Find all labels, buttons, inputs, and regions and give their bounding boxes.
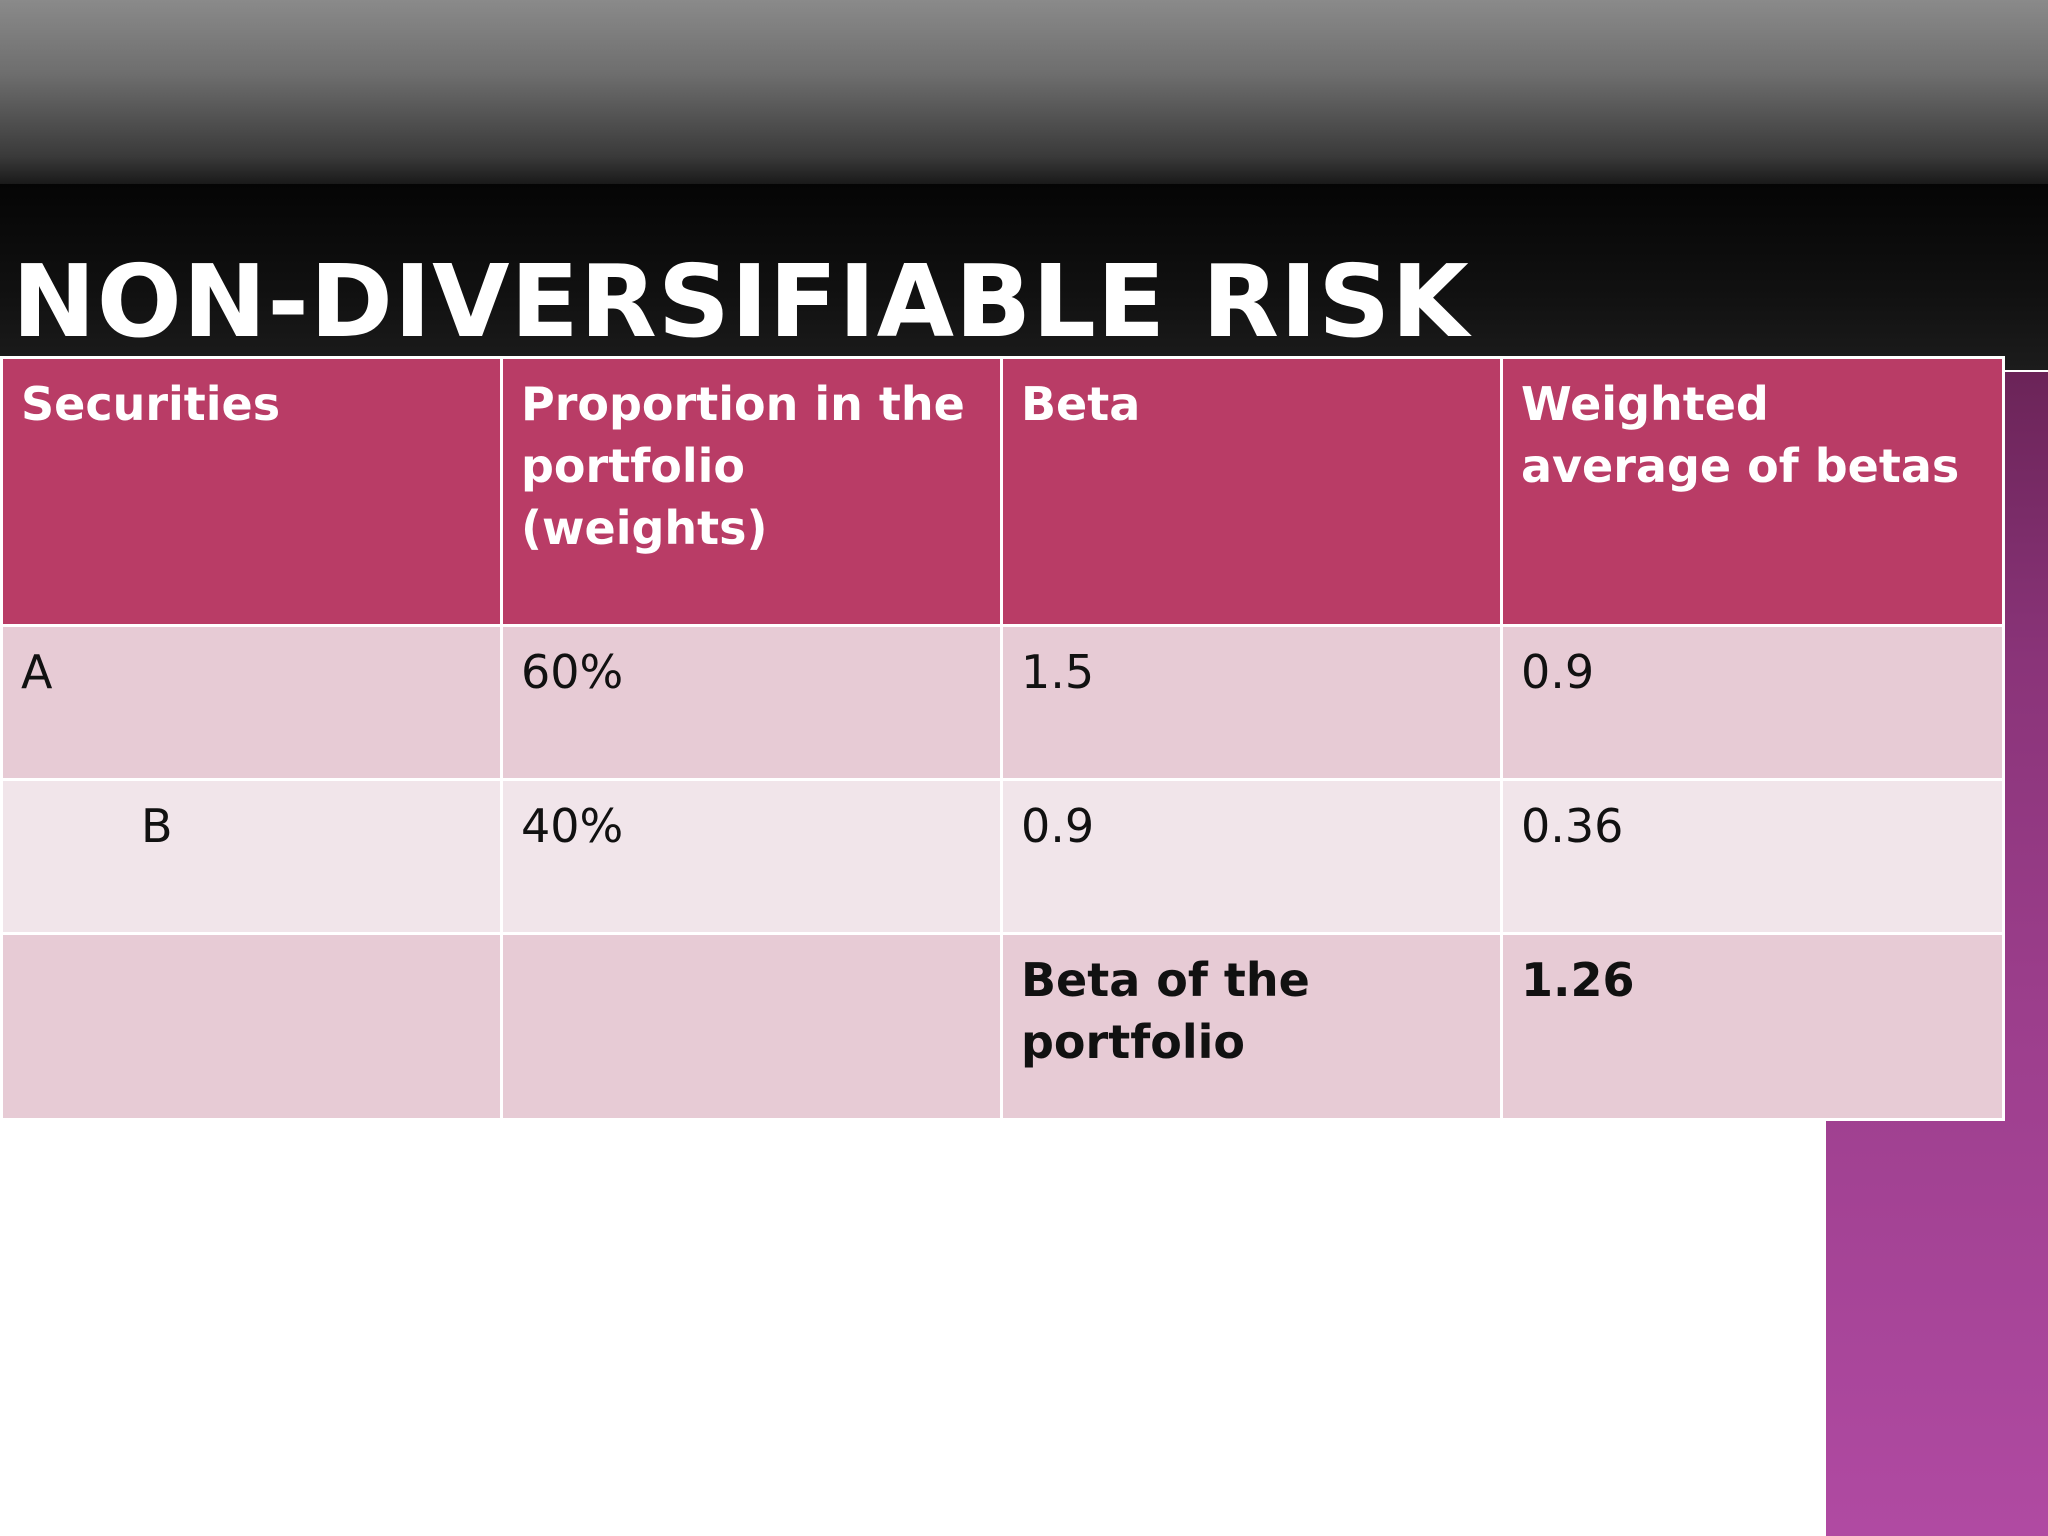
portfolio-beta-label: Beta of the portfolio bbox=[1000, 932, 1503, 1121]
cell-security: B bbox=[0, 778, 503, 935]
cell-beta: 0.9 bbox=[1000, 778, 1503, 935]
cell-weight: 40% bbox=[500, 778, 1003, 935]
header-proportion: Proportion in the portfolio (weights) bbox=[500, 356, 1003, 627]
cell-empty bbox=[500, 932, 1003, 1121]
slide-title: NON-DIVERSIFIABLE RISK bbox=[12, 243, 1470, 360]
cell-weighted-beta: 0.9 bbox=[1500, 624, 2005, 781]
table-header-row: Securities Proportion in the portfolio (… bbox=[0, 356, 2005, 627]
cell-weighted-beta: 0.36 bbox=[1500, 778, 2005, 935]
header-gradient-band bbox=[0, 0, 2048, 184]
beta-table-container: Securities Proportion in the portfolio (… bbox=[0, 356, 2005, 1121]
cell-weight: 60% bbox=[500, 624, 1003, 781]
portfolio-beta-value: 1.26 bbox=[1500, 932, 2005, 1121]
table-row: A 60% 1.5 0.9 bbox=[0, 624, 2005, 781]
header-securities: Securities bbox=[0, 356, 503, 627]
cell-empty bbox=[0, 932, 503, 1121]
header-weighted-average: Weighted average of betas bbox=[1500, 356, 2005, 627]
table-row: B 40% 0.9 0.36 bbox=[0, 778, 2005, 935]
cell-beta: 1.5 bbox=[1000, 624, 1503, 781]
beta-table: Securities Proportion in the portfolio (… bbox=[0, 356, 2005, 1121]
cell-security: A bbox=[0, 624, 503, 781]
title-band bbox=[0, 184, 2048, 370]
header-beta: Beta bbox=[1000, 356, 1503, 627]
table-total-row: Beta of the portfolio 1.26 bbox=[0, 932, 2005, 1121]
